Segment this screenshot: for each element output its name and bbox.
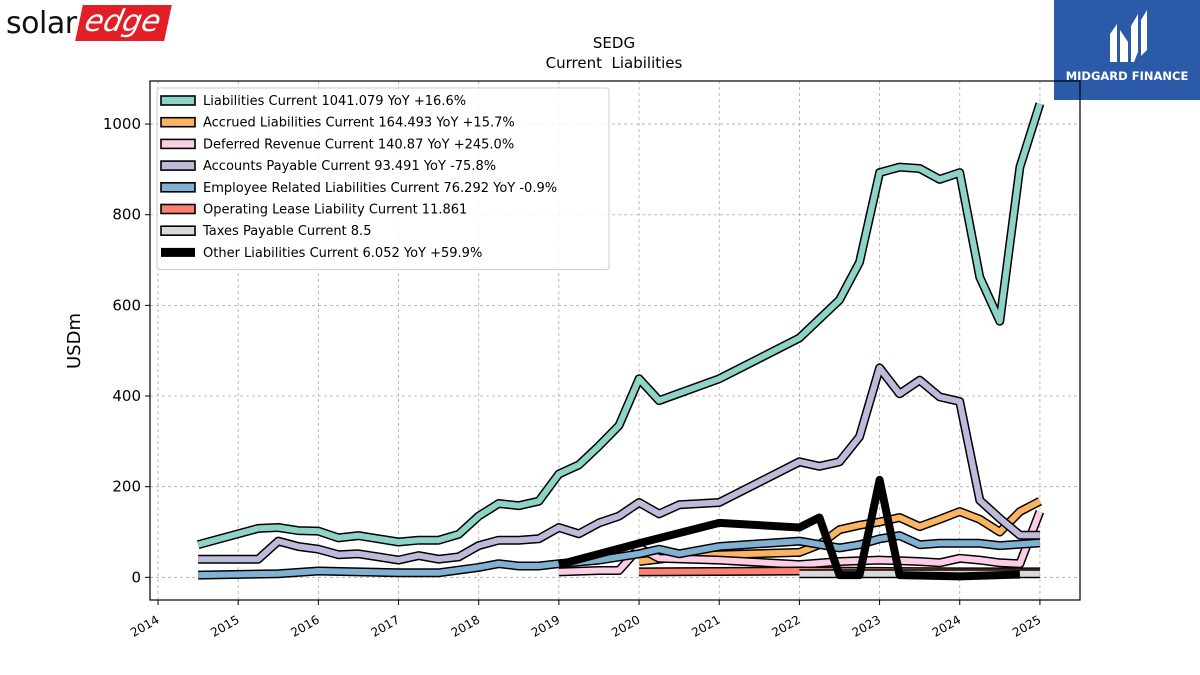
series-path [198,532,1041,579]
legend-label: Accrued Liabilities Current 164.493 YoY … [203,116,515,131]
y-tick-label: 600 [112,296,141,314]
legend-label: Deferred Revenue Current 140.87 YoY +245… [203,137,514,152]
legend-swatch [160,95,196,106]
chart-series-layer [196,102,1045,581]
legend-item: Deferred Revenue Current 140.87 YoY +245… [160,137,514,152]
legend-item: Accounts Payable Current 93.491 YoY -75.… [160,159,496,174]
chart-subtitle: Current Liabilities [546,54,683,72]
x-tick-label: 2025 [1010,612,1043,639]
series-line-7 [557,475,1020,581]
series-line-0 [196,102,1045,550]
x-tick-label: 2024 [930,612,963,639]
legend-item: Accrued Liabilities Current 164.493 YoY … [160,116,515,131]
y-tick-label: 0 [131,568,141,586]
plot-frame [149,80,1081,601]
y-tick-label: 1000 [103,115,141,133]
legend-swatch [160,160,196,171]
legend-swatch [160,116,196,128]
series-path [557,475,1020,581]
legend-label: Taxes Payable Current 8.5 [202,224,371,239]
logo-solar-text: solar [6,5,77,41]
y-tick-label: 400 [112,387,141,405]
x-tick-label: 2019 [529,612,562,639]
midgard-logo-text: MIDGARD FINANCE [1066,69,1189,83]
legend-label: Accounts Payable Current 93.491 YoY -75.… [203,159,496,174]
legend-label: Operating Lease Liability Current 11.861 [203,203,467,218]
series-line-4 [198,531,1041,580]
legend-item: Taxes Payable Current 8.5 [160,224,371,239]
chart-title: SEDG [593,34,635,52]
series-path [197,102,1043,548]
series-line-3 [198,363,1040,565]
x-tick-label: 2020 [609,612,642,639]
legend-label: Other Liabilities Current 6.052 YoY +59.… [203,246,482,261]
y-axis-ticks: 0 200 400 600 800 1000 [103,115,150,586]
x-tick-label: 2022 [769,612,802,639]
x-tick-label: 2017 [369,612,402,639]
legend-label: Liabilities Current 1041.079 YoY +16.6% [203,94,466,109]
legend-swatch [161,247,195,257]
solaredge-logo: solar edge [6,4,172,42]
legend-item: Employee Related Liabilities Current 76.… [160,181,557,196]
x-tick-label: 2018 [449,612,482,639]
legend-box [156,87,610,271]
midgard-logo-mark-icon: MIDGARD FINANCE [1066,10,1189,83]
y-axis-label: USDm [64,313,85,369]
x-tick-label: 2021 [689,612,722,639]
legend-label: Employee Related Liabilities Current 76.… [203,181,557,196]
x-tick-label: 2023 [850,612,883,639]
y-tick-label: 200 [112,478,141,496]
legend-swatch [160,225,196,236]
legend-swatch [160,138,196,150]
x-tick-label: 2014 [128,612,161,639]
midgard-finance-logo: MIDGARD FINANCE [1054,0,1200,100]
legend-item: Other Liabilities Current 6.052 YoY +59.… [161,246,482,261]
y-tick-label: 800 [112,206,141,224]
legend-swatch [160,203,196,215]
legend-item: Liabilities Current 1041.079 YoY +16.6% [160,94,466,109]
x-tick-label: 2016 [288,612,321,639]
series-path [198,364,1040,564]
legend-item: Operating Lease Liability Current 11.861 [160,203,467,218]
x-tick-label: 2015 [208,612,241,639]
legend-swatch [160,182,196,193]
chart-legend: Liabilities Current 1041.079 YoY +16.6% A… [156,87,610,271]
x-axis-ticks: 2014 2015 2016 2017 2018 2019 2020 2021 2022 2023… [128,600,1043,640]
